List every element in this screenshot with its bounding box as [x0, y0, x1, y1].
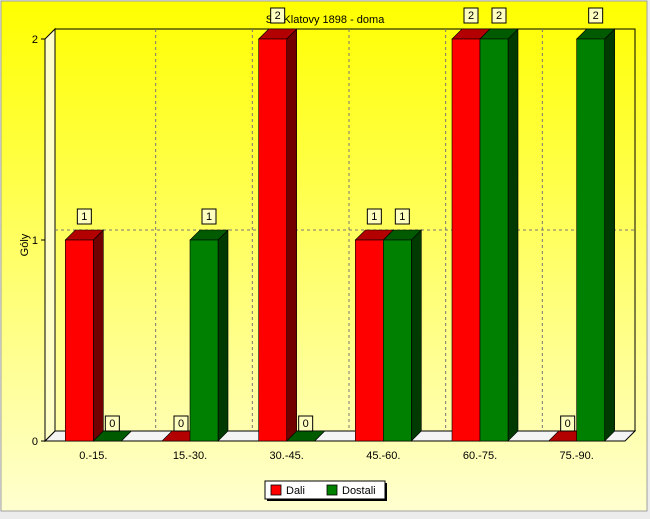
data-label: 2 [275, 10, 281, 22]
data-label: 0 [109, 418, 115, 430]
x-tick-label: 30.-45. [270, 450, 304, 462]
data-label: 0 [565, 418, 571, 430]
x-tick-label: 45.-60. [366, 450, 400, 462]
data-label: 2 [593, 10, 599, 22]
data-label-box [394, 208, 410, 225]
plot-floor [43, 430, 637, 442]
y-tick-label: 2 [32, 34, 38, 46]
data-label-box [270, 7, 286, 24]
data-label: 1 [81, 211, 87, 223]
data-label-box [366, 208, 382, 225]
chart-title: SK Klatovy 1898 - doma [266, 14, 386, 26]
data-label-box [201, 208, 217, 225]
data-label-box [491, 7, 507, 24]
x-tick-label: 75.-90. [560, 450, 594, 462]
y-tick-label: 0 [32, 436, 38, 448]
data-label-box [298, 415, 314, 432]
bar [383, 239, 412, 442]
x-tick-label: 60.-75. [463, 450, 497, 462]
x-tick-label: 15.-30. [173, 450, 207, 462]
bar-side [217, 229, 229, 442]
data-label: 0 [178, 418, 184, 430]
plot-left-wall [44, 27, 56, 443]
bar [65, 239, 94, 442]
data-label: 1 [206, 211, 212, 223]
data-label: 1 [371, 211, 377, 223]
bar-top [92, 430, 133, 442]
data-label: 0 [303, 418, 309, 430]
bar [355, 239, 384, 442]
bar [451, 38, 481, 442]
y-axis-label: Góly [19, 233, 31, 256]
legend-swatch [326, 484, 338, 496]
bar [479, 38, 509, 442]
data-label: 2 [496, 10, 502, 22]
bar-top [285, 430, 326, 442]
bar-side [507, 28, 519, 442]
data-label-box [463, 7, 479, 24]
bar-side [411, 229, 422, 442]
data-label: 1 [399, 211, 405, 223]
y-tick-label: 1 [32, 235, 38, 247]
data-label: 2 [468, 10, 474, 22]
legend-label: Dostali [342, 485, 376, 497]
legend-label: Dali [286, 485, 305, 497]
data-label-box [560, 415, 576, 432]
legend [264, 480, 386, 500]
data-label-box [173, 415, 189, 432]
data-label-box [76, 208, 92, 225]
data-label-box [104, 415, 120, 432]
bar [576, 38, 605, 442]
bar-side [286, 28, 297, 442]
bar [258, 38, 287, 442]
legend-swatch [270, 484, 282, 496]
x-tick-label: 0.-15. [79, 450, 107, 462]
bar-side [93, 229, 104, 442]
bar [189, 239, 219, 442]
data-label-box [588, 7, 604, 24]
bar-side [604, 28, 615, 442]
